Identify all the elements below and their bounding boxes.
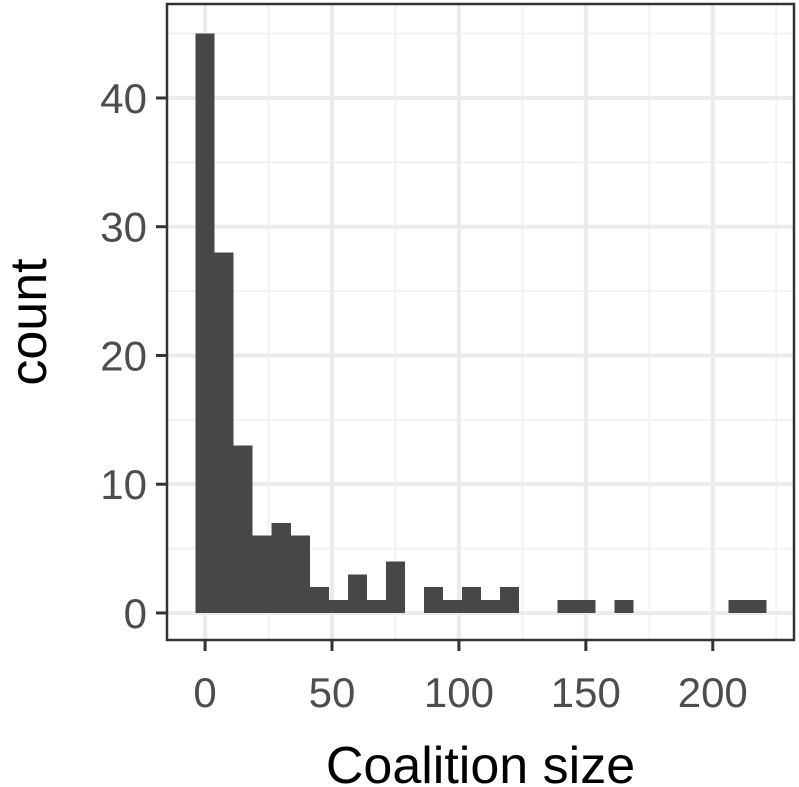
histogram-bar bbox=[385, 561, 405, 613]
x-tick-label: 0 bbox=[193, 669, 216, 716]
histogram-bar bbox=[557, 600, 577, 613]
histogram-bar bbox=[747, 600, 767, 613]
y-tick-label: 40 bbox=[100, 75, 147, 122]
axis-ticks bbox=[156, 96, 715, 651]
y-tick-label: 10 bbox=[100, 461, 147, 508]
histogram-bar bbox=[500, 587, 520, 613]
y-tick-labels: 0 10 20 30 40 bbox=[100, 75, 147, 637]
histogram-bar bbox=[328, 600, 348, 613]
histogram-bar bbox=[309, 587, 329, 613]
x-tick-label: 150 bbox=[551, 669, 621, 716]
histogram-bar bbox=[424, 587, 444, 613]
x-tick-label: 50 bbox=[309, 669, 356, 716]
histogram-bar bbox=[728, 600, 748, 613]
panel-border bbox=[165, 2, 796, 642]
y-axis-title: count bbox=[0, 258, 58, 386]
x-tick-label: 200 bbox=[678, 669, 748, 716]
histogram-bar bbox=[614, 600, 634, 613]
histogram-bar bbox=[214, 252, 234, 613]
x-tick-label: 100 bbox=[424, 669, 494, 716]
y-tick-label: 20 bbox=[100, 332, 147, 379]
histogram-bars bbox=[195, 33, 767, 613]
y-tick-label: 0 bbox=[124, 590, 147, 637]
histogram-bar bbox=[347, 574, 367, 613]
histogram-bar bbox=[290, 535, 310, 613]
histogram-bar bbox=[443, 600, 463, 613]
histogram-bar bbox=[195, 33, 215, 613]
histogram-bar bbox=[576, 600, 596, 613]
x-tick-labels: 0 50 100 150 200 bbox=[193, 669, 747, 716]
histogram-bar bbox=[252, 535, 272, 613]
x-axis-title: Coalition size bbox=[326, 737, 635, 787]
y-tick-label: 30 bbox=[100, 204, 147, 251]
histogram-bar bbox=[462, 587, 482, 613]
histogram-bar bbox=[366, 600, 386, 613]
histogram-bar bbox=[271, 522, 291, 613]
histogram-bar bbox=[233, 445, 253, 613]
histogram-bar bbox=[481, 600, 501, 613]
